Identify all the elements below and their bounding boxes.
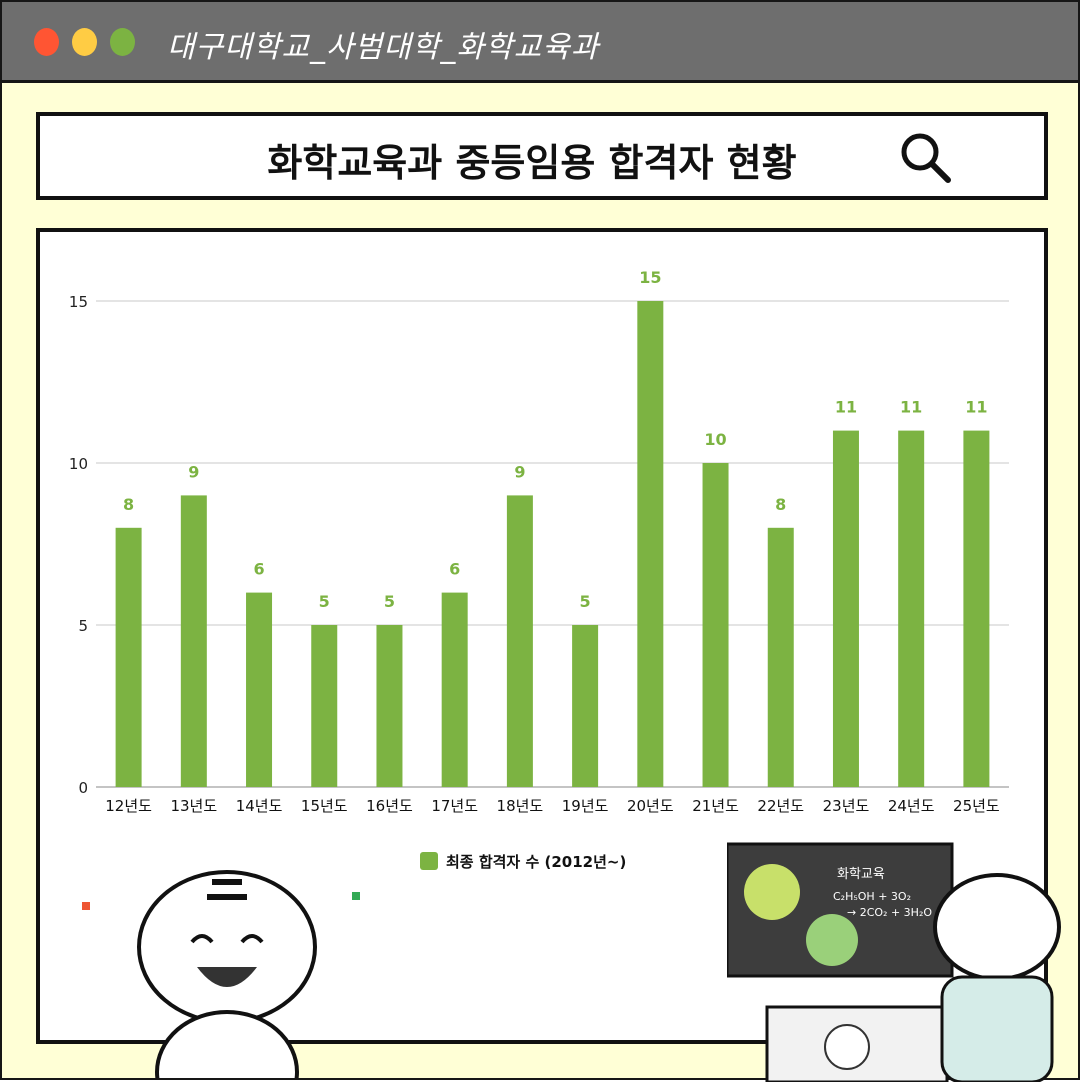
y-tick-label: 0 — [78, 779, 88, 797]
legend-swatch — [420, 852, 438, 870]
y-tick-label: 15 — [69, 293, 88, 311]
illustration-cheering-tiger — [82, 870, 360, 1078]
data-label: 5 — [384, 592, 395, 611]
board-equation-2: → 2CO₂ + 3H₂O — [847, 906, 932, 919]
y-tick-label: 10 — [69, 455, 88, 473]
bar — [898, 430, 925, 787]
x-tick-label: 23년도 — [823, 797, 870, 815]
bar — [832, 430, 859, 787]
x-tick-label: 19년도 — [562, 797, 609, 815]
x-tick-label: 13년도 — [170, 797, 217, 815]
bar-chart: 0 5 10 15 8 12년도 9 13년도 6 14년도 5 15년도 5 16년도 6 17년도 9 18년… — [69, 268, 1009, 871]
legend-label: 최종 합격자 수 (2012년~) — [446, 853, 626, 871]
bar — [637, 301, 664, 787]
data-label: 9 — [514, 462, 525, 481]
bar — [180, 495, 207, 787]
x-tick-label: 17년도 — [431, 797, 478, 815]
bar — [441, 592, 468, 787]
search-text: 화학교육과 중등임용 합격자 현황 — [267, 141, 797, 185]
board-equation-1: C₂H₅OH + 3O₂ — [833, 890, 911, 903]
x-tick-label: 18년도 — [497, 797, 544, 815]
minimize-dot[interactable] — [72, 28, 97, 56]
data-label: 8 — [123, 495, 134, 514]
board-text: 화학교육 — [837, 867, 885, 882]
bar — [376, 625, 403, 787]
x-tick-label: 14년도 — [236, 797, 283, 815]
search-icon[interactable] — [898, 130, 958, 186]
x-tick-label: 24년도 — [888, 797, 935, 815]
bar — [702, 463, 729, 787]
y-tick-label: 5 — [78, 617, 88, 635]
x-tick-label: 15년도 — [301, 797, 348, 815]
data-label: 9 — [188, 462, 199, 481]
search-bar[interactable]: 화학교육과 중등임용 합격자 현황 — [36, 112, 1048, 200]
bar — [246, 592, 273, 787]
x-tick-label: 21년도 — [692, 797, 739, 815]
title-bar: 대구대학교_사범대학_화학교육과 — [2, 2, 1078, 83]
bar — [963, 430, 990, 787]
data-label: 5 — [319, 592, 330, 611]
bar — [506, 495, 533, 787]
illustration-teacher-tiger: 화학교육 C₂H₅OH + 3O₂ → 2CO₂ + 3H₂O — [727, 842, 1061, 1082]
bar — [311, 625, 338, 787]
maximize-dot[interactable] — [110, 28, 135, 56]
bar — [115, 527, 142, 787]
data-label: 6 — [253, 560, 264, 579]
close-dot[interactable] — [34, 28, 59, 56]
data-label: 8 — [775, 495, 786, 514]
bar — [572, 625, 599, 787]
data-label: 11 — [965, 398, 987, 417]
data-label: 11 — [900, 398, 922, 417]
x-tick-label: 16년도 — [366, 797, 413, 815]
window-title: 대구대학교_사범대학_화학교육과 — [167, 30, 600, 65]
bar — [767, 527, 794, 787]
x-tick-label: 25년도 — [953, 797, 1000, 815]
data-label: 11 — [835, 398, 857, 417]
data-label: 15 — [639, 268, 661, 287]
data-label: 10 — [704, 430, 726, 449]
data-label: 6 — [449, 560, 460, 579]
data-label: 5 — [580, 592, 591, 611]
x-tick-label: 12년도 — [105, 797, 152, 815]
x-tick-label: 20년도 — [627, 797, 674, 815]
x-tick-label: 22년도 — [757, 797, 804, 815]
